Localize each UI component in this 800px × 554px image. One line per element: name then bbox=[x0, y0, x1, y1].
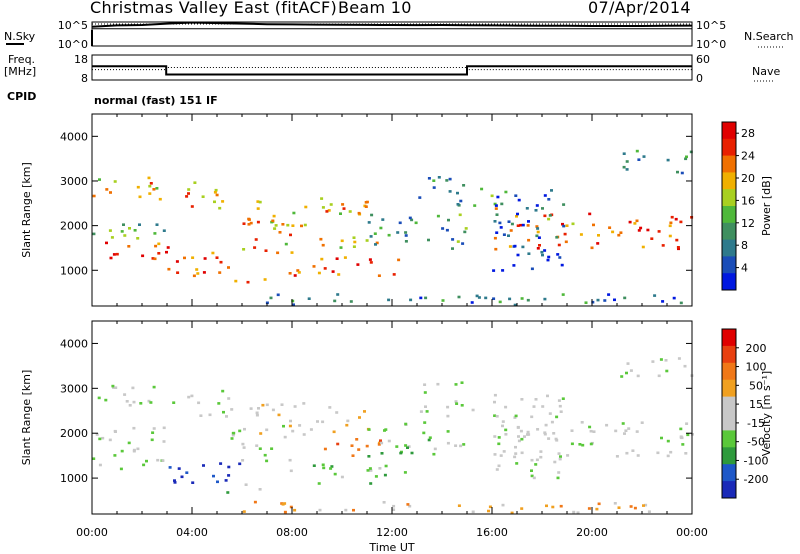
colorbar-velocity-frame bbox=[721, 328, 737, 499]
rti-panel-power-frame bbox=[91, 113, 693, 307]
nave-label: Nave bbox=[752, 65, 781, 78]
xtick-label-0: 00:00 bbox=[76, 526, 108, 539]
rti-panel-velocity-frame bbox=[91, 320, 693, 515]
station-title: Christmas Valley East (fitACF) bbox=[90, 0, 338, 17]
colorbar-power-segment bbox=[722, 239, 736, 257]
rti-panel-velocity-cells bbox=[92, 357, 694, 515]
ytick-label-velocity-1000: 1000 bbox=[60, 472, 88, 485]
colorbar-power-tick-12: 12 bbox=[741, 217, 755, 230]
ylabel-power: Slant Range [km] bbox=[20, 162, 33, 258]
colorbar-power-label: Power [dB] bbox=[760, 176, 773, 236]
beam-title: Beam 10 bbox=[338, 0, 412, 17]
colorbar-power-segment bbox=[722, 122, 736, 140]
colorbar-velocity-segment bbox=[722, 329, 736, 347]
freq-label: Freq. bbox=[8, 53, 36, 66]
nave-series-line bbox=[92, 67, 692, 71]
ytick-label-power-4000: 4000 bbox=[60, 130, 88, 143]
nsky-ytick-left-bottom: 10^0 bbox=[58, 38, 88, 51]
xaxis-label: Time UT bbox=[368, 541, 414, 554]
colorbar-power-segment bbox=[722, 155, 736, 173]
freq-series-line bbox=[92, 65, 692, 76]
colorbar-velocity-segment bbox=[722, 396, 736, 414]
ytick-label-power-2000: 2000 bbox=[60, 220, 88, 233]
colorbar-power-segment bbox=[722, 222, 736, 241]
colorbar-velocity-tick-50: 50 bbox=[749, 379, 763, 392]
ytick-label-velocity-3000: 3000 bbox=[60, 382, 88, 395]
colorbar-velocity-tick--100: -100 bbox=[744, 454, 769, 467]
colorbar-velocity-tick-100: 100 bbox=[746, 361, 767, 374]
freq-panel-frame bbox=[91, 54, 693, 81]
colorbar-power-tick-20: 20 bbox=[741, 172, 755, 185]
nsky-ytick-left-top: 10^5 bbox=[58, 19, 88, 32]
colorbar-velocity-segment bbox=[722, 447, 736, 465]
freq-unit-label: [MHz] bbox=[4, 65, 37, 78]
ytick-label-velocity-2000: 2000 bbox=[60, 427, 88, 440]
nsky-label: N.Sky bbox=[4, 30, 36, 43]
xtick-label-4: 16:00 bbox=[476, 526, 508, 539]
xtick-label-1: 04:00 bbox=[176, 526, 208, 539]
ytick-label-velocity-4000: 4000 bbox=[60, 337, 88, 350]
colorbar-velocity-segment bbox=[722, 345, 736, 364]
colorbar-power-segment bbox=[722, 273, 736, 291]
colorbar-power-segment bbox=[722, 138, 736, 157]
colorbar-power-segment bbox=[722, 172, 736, 190]
colorbar-velocity-segment bbox=[722, 481, 736, 499]
date-title: 07/Apr/2014 bbox=[588, 0, 691, 17]
colorbar-power-tick-28: 28 bbox=[741, 127, 755, 140]
ytick-label-power-3000: 3000 bbox=[60, 175, 88, 188]
colorbar-velocity-segment bbox=[722, 379, 736, 398]
nsky-ytick-right-top: 10^5 bbox=[696, 19, 726, 32]
xtick-label-2: 08:00 bbox=[276, 526, 308, 539]
colorbar-power-segment bbox=[722, 256, 736, 274]
colorbar-velocity-tick-200: 200 bbox=[746, 342, 767, 355]
nsearch-label: N.Search bbox=[744, 30, 794, 43]
cpid-label: CPID bbox=[7, 90, 37, 103]
colorbar-velocity-label: Velocity [m s⁻¹] bbox=[760, 371, 773, 456]
colorbar-power-tick-16: 16 bbox=[741, 194, 755, 207]
nave-ytick-bottom: 0 bbox=[696, 72, 703, 85]
colorbar-power-tick-24: 24 bbox=[741, 150, 755, 163]
colorbar-power-tick-8: 8 bbox=[741, 239, 748, 252]
colorbar-velocity-tick--50: -50 bbox=[747, 436, 765, 449]
colorbar-velocity-segment bbox=[722, 464, 736, 482]
xtick-label-5: 20:00 bbox=[576, 526, 608, 539]
ylabel-velocity: Slant Range [km] bbox=[20, 370, 33, 466]
colorbar-velocity-segment bbox=[722, 430, 736, 448]
colorbar-power-segment bbox=[722, 206, 736, 224]
nave-ytick-top: 60 bbox=[696, 53, 710, 66]
freq-ytick-top: 18 bbox=[74, 53, 88, 66]
nsky-series-line bbox=[91, 21, 693, 28]
xtick-label-6: 00:00 bbox=[676, 526, 708, 539]
colorbar-velocity-tick--15: -15 bbox=[747, 417, 765, 430]
colorbar-velocity-segment bbox=[722, 362, 736, 381]
colorbar-power-segment bbox=[722, 189, 736, 207]
xtick-label-3: 12:00 bbox=[376, 526, 408, 539]
colorbar-velocity-tick--200: -200 bbox=[744, 473, 769, 486]
ytick-label-power-1000: 1000 bbox=[60, 264, 88, 277]
rti-panel-power-cells bbox=[92, 149, 694, 307]
nsky-ytick-right-bottom: 10^0 bbox=[696, 38, 726, 51]
colorbar-power-frame bbox=[721, 121, 737, 291]
colorbar-velocity-segment bbox=[722, 413, 736, 431]
mode-label: normal (fast) 151 IF bbox=[94, 94, 218, 107]
freq-ytick-bottom: 8 bbox=[81, 72, 88, 85]
colorbar-velocity-tick-15: 15 bbox=[749, 398, 763, 411]
colorbar-power-tick-4: 4 bbox=[741, 262, 748, 275]
